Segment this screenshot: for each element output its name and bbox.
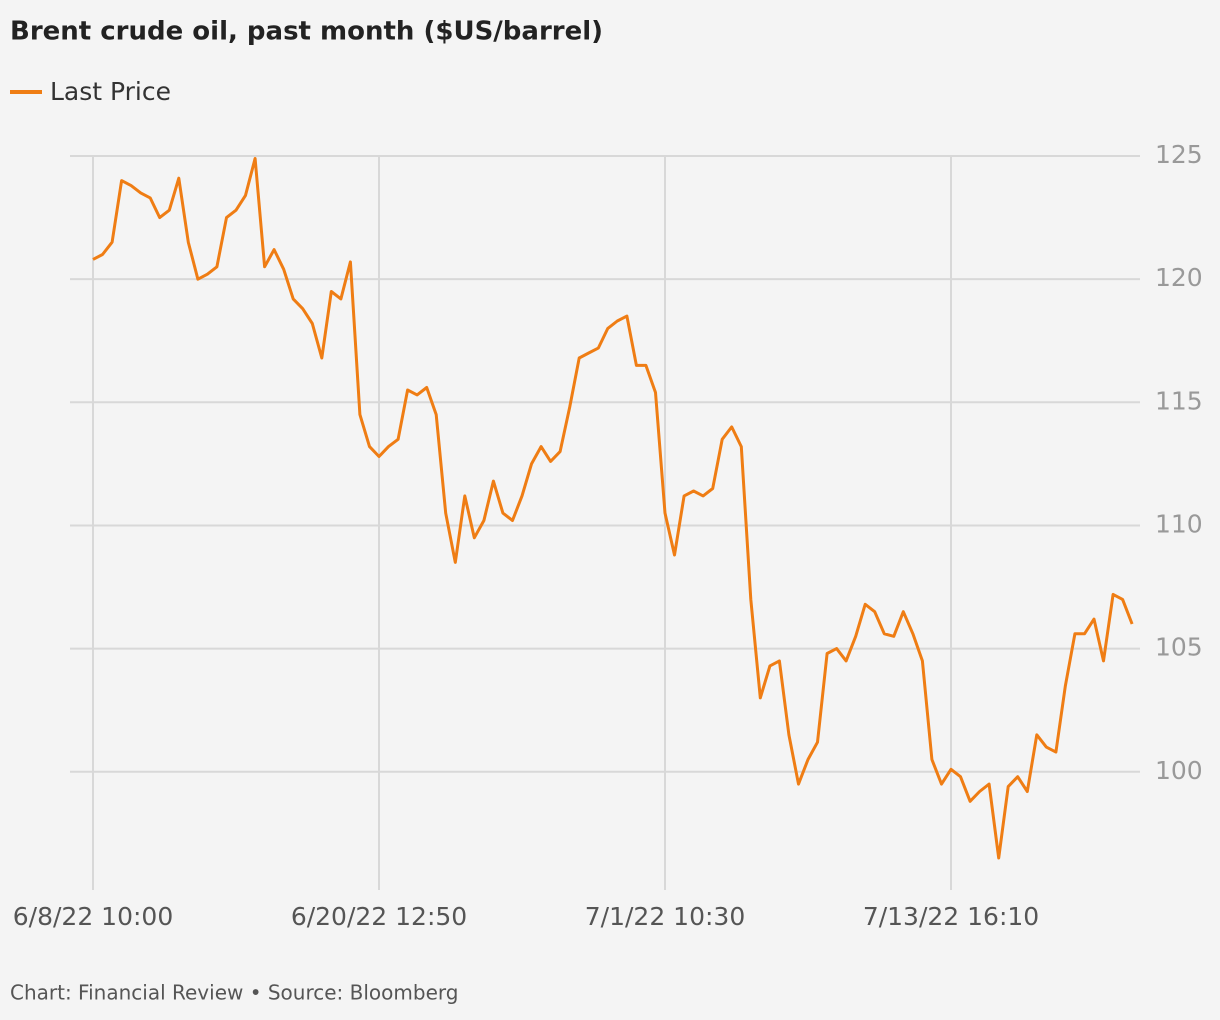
- x-tick-label: 7/13/22 16:10: [863, 902, 1039, 931]
- x-tick-label: 6/20/22 12:50: [291, 902, 467, 931]
- y-tick-label: 110: [1155, 509, 1203, 538]
- y-tick-label: 120: [1155, 263, 1203, 292]
- y-tick-label: 115: [1155, 386, 1203, 415]
- chart-title: Brent crude oil, past month ($US/barrel): [10, 17, 603, 47]
- x-tick-label: 7/1/22 10:30: [585, 902, 745, 931]
- legend-label: Last Price: [50, 77, 171, 106]
- footer: Chart: Financial Review • Source: Bloomb…: [10, 981, 458, 1005]
- y-tick-label: 100: [1155, 756, 1203, 785]
- y-tick-label: 125: [1155, 140, 1203, 169]
- y-tick-label: 105: [1155, 633, 1203, 662]
- price-line: [92, 157, 1134, 860]
- x-tick-label: 6/8/22 10:00: [13, 902, 173, 931]
